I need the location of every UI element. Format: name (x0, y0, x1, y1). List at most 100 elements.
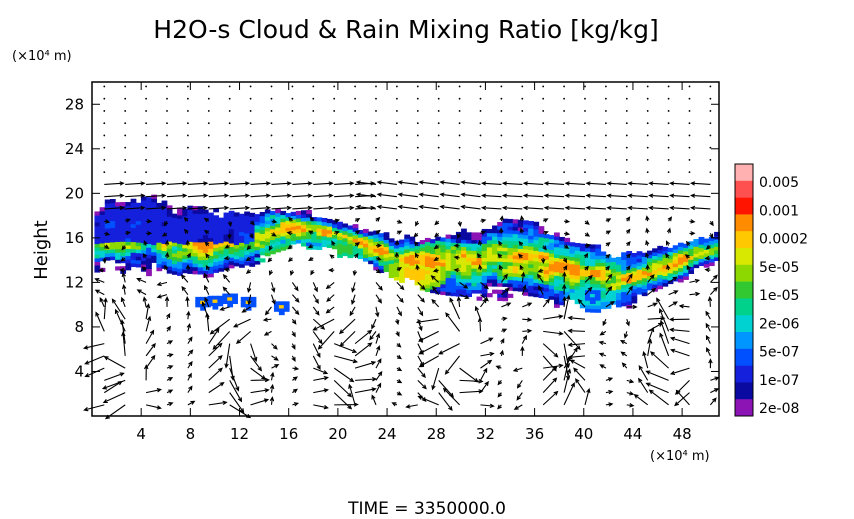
cloud-cell (146, 232, 152, 237)
cloud-cell (677, 274, 684, 279)
cloud-cell (507, 261, 514, 266)
wind-vector (166, 110, 168, 112)
cloud-cell (228, 225, 235, 230)
wind-vector (584, 220, 590, 225)
cloud-cell (502, 261, 509, 266)
cloud-cell (125, 255, 132, 260)
cloud-cell (714, 231, 720, 237)
cloud-cell (239, 260, 245, 265)
wind-vector (146, 193, 167, 198)
cloud-cell (228, 246, 235, 251)
cloud-cell (130, 241, 137, 246)
cloud-cell (652, 251, 658, 257)
cloud-cell (528, 267, 534, 272)
wind-vector (288, 216, 293, 222)
cloud-cell (646, 261, 653, 266)
cloud-cell (195, 303, 202, 308)
cloud-cell (264, 252, 271, 257)
cloud-cell (342, 234, 349, 239)
cloud-cell (239, 245, 245, 250)
cloud-cell (399, 278, 405, 283)
cloud-cell (569, 285, 576, 290)
cloud-cell (156, 256, 163, 261)
cloud-cell (610, 286, 617, 291)
cloud-cell (517, 248, 524, 253)
cloud-cell (342, 237, 349, 242)
cloud-cell (590, 272, 596, 278)
cloud-cell (574, 275, 581, 280)
wind-vector (395, 319, 400, 326)
cloud-cell (321, 228, 328, 233)
cloud-cell (140, 249, 147, 254)
wind-vector (205, 252, 210, 259)
cloud-cell (208, 269, 214, 274)
cloud-cell (228, 249, 235, 255)
cloud-cell (486, 228, 493, 234)
cloud-cell (481, 268, 488, 273)
cloud-cell (213, 243, 219, 248)
wind-vector (710, 388, 720, 394)
cloud-cell (626, 268, 633, 273)
wind-vector (542, 171, 545, 174)
wind-vector (458, 122, 461, 125)
cloud-cell (683, 250, 689, 256)
cloud-cell (357, 230, 364, 235)
cloud-cell (208, 226, 214, 232)
cloud-cell (156, 217, 163, 222)
wind-vector (689, 278, 701, 284)
cloud-cell (130, 223, 137, 228)
wind-vector (433, 256, 439, 261)
wind-vector (598, 340, 607, 346)
cloud-cell (538, 283, 545, 288)
cloud-cell (481, 278, 488, 283)
cloud-cell (579, 250, 586, 255)
cloud-cell (476, 282, 483, 287)
cloud-cell (273, 301, 280, 306)
wind-vector (229, 380, 243, 403)
wind-vector (688, 159, 691, 161)
cloud-cell (125, 212, 132, 217)
cloud-cell (166, 208, 173, 214)
wind-vector (166, 401, 174, 407)
x-tick-label: 12 (230, 425, 249, 443)
wind-vector (519, 264, 524, 271)
cloud-cell (140, 199, 147, 205)
wind-vector (563, 146, 565, 149)
cloud-cell (404, 241, 411, 246)
cloud-cell (316, 238, 323, 243)
cloud-cell (512, 237, 519, 242)
cloud-cell (435, 272, 442, 277)
cloud-cell (109, 202, 116, 207)
cloud-cell (104, 242, 111, 247)
wind-vector (270, 371, 275, 381)
wind-vector (689, 219, 696, 224)
cloud-cell (621, 287, 627, 293)
cloud-cell (326, 229, 333, 234)
cloud-cell (115, 244, 121, 250)
cloud-cell (151, 230, 158, 235)
cloud-cell (492, 229, 498, 234)
cloud-cell (461, 249, 467, 255)
wind-vector (418, 204, 439, 210)
cloud-cell (135, 213, 142, 218)
cloud-cell (492, 250, 498, 255)
cloud-cell (610, 296, 617, 302)
cloud-cell (115, 216, 121, 221)
wind-vector (164, 239, 170, 246)
cloud-cell (641, 256, 648, 261)
cloud-cell (161, 243, 168, 248)
wind-vector (375, 370, 383, 381)
cloud-cell (466, 282, 472, 287)
cloud-cell (182, 244, 189, 249)
cloud-cell (445, 252, 452, 257)
wind-vector (354, 387, 377, 394)
cloud-cell (195, 300, 202, 305)
y-tick-label: 4 (74, 362, 84, 380)
cloud-cell (177, 268, 183, 273)
wind-vector (543, 181, 565, 186)
wind-vector (376, 192, 397, 198)
cloud-cell (213, 268, 219, 273)
cloud-cell (461, 260, 467, 265)
wind-vector (375, 159, 377, 161)
cloud-cell (321, 225, 328, 230)
